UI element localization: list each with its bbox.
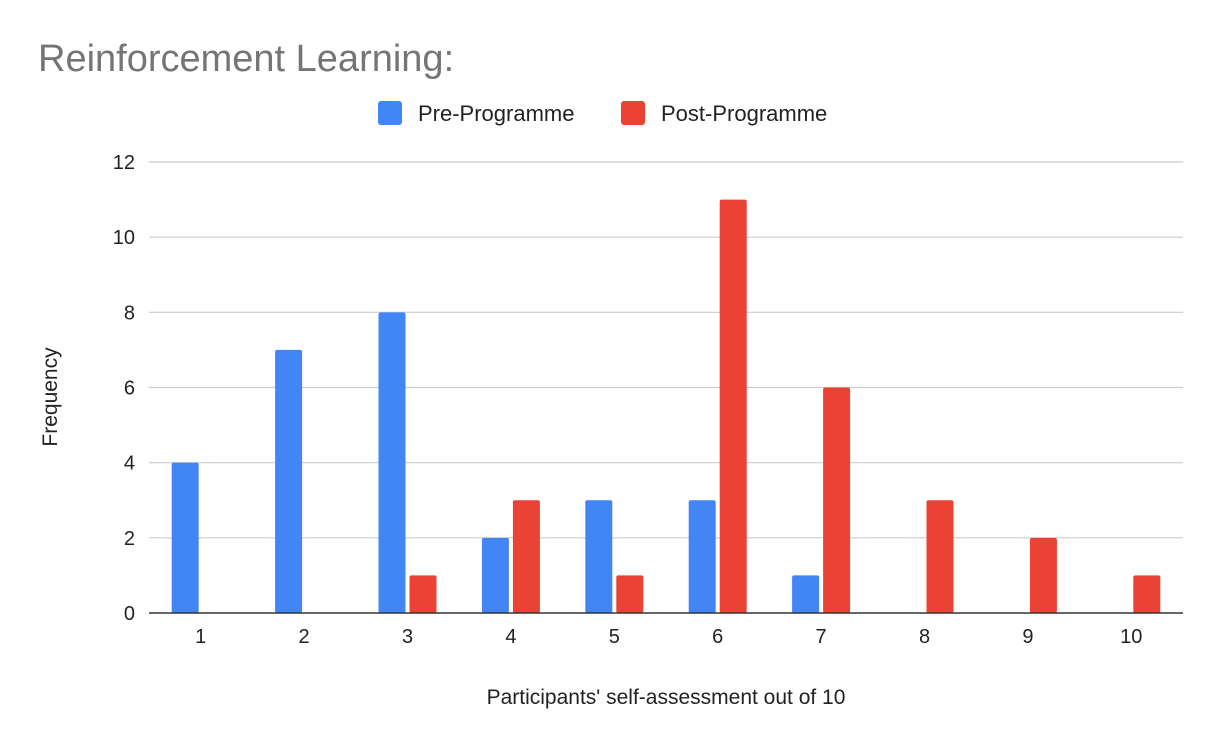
bar-pre-programme-1: [171, 462, 199, 613]
x-tick-label-2: 2: [299, 626, 310, 648]
y-tick-label-4: 4: [124, 453, 135, 475]
legend-swatch-pre-programme: [378, 101, 402, 125]
legend-label-pre-programme: Pre-Programme: [418, 101, 574, 126]
y-axis-ticks: 0 2 4 6 8 10 12: [113, 152, 135, 625]
bar-pre-programme-3: [378, 312, 406, 613]
legend-swatch-post-programme: [621, 101, 645, 125]
x-tick-label-7: 7: [816, 626, 827, 648]
y-tick-label-10: 10: [113, 227, 135, 249]
bar-post-programme-8: [926, 500, 954, 613]
bar-post-programme-5: [616, 575, 644, 613]
x-tick-label-8: 8: [919, 626, 930, 648]
bar-pre-programme-4: [481, 537, 509, 613]
y-axis-label: Frequency: [39, 347, 62, 447]
x-tick-label-6: 6: [712, 626, 723, 648]
x-tick-label-5: 5: [609, 626, 620, 648]
legend: Pre-Programme Post-Programme: [378, 101, 827, 126]
bar-pre-programme-6: [688, 500, 716, 613]
bar-post-programme-7: [823, 387, 851, 613]
x-tick-label-10: 10: [1120, 626, 1142, 648]
y-tick-label-12: 12: [113, 152, 135, 174]
y-tick-label-2: 2: [124, 528, 135, 550]
y-tick-label-6: 6: [124, 378, 135, 400]
legend-label-post-programme: Post-Programme: [661, 101, 827, 126]
x-tick-label-1: 1: [195, 626, 206, 648]
gridlines: [149, 161, 1183, 539]
bars: [171, 199, 1161, 614]
bar-post-programme-3: [409, 575, 437, 613]
x-axis-label: Participants' self-assessment out of 10: [487, 686, 846, 709]
chart-title: Reinforcement Learning:: [38, 38, 454, 80]
y-tick-label-0: 0: [124, 603, 135, 625]
bar-pre-programme-7: [792, 575, 820, 613]
bar-pre-programme-2: [275, 349, 303, 613]
y-tick-label-8: 8: [124, 302, 135, 324]
x-axis-ticks: 1 2 3 4 5 6 7 8 9 10: [195, 626, 1142, 648]
x-tick-label-3: 3: [402, 626, 413, 648]
bar-post-programme-9: [1029, 537, 1057, 613]
bar-post-programme-4: [512, 500, 540, 613]
bar-post-programme-6: [719, 199, 747, 614]
x-tick-label-4: 4: [505, 626, 516, 648]
bar-post-programme-10: [1133, 575, 1161, 613]
x-tick-label-9: 9: [1022, 626, 1033, 648]
bar-pre-programme-5: [585, 500, 613, 613]
